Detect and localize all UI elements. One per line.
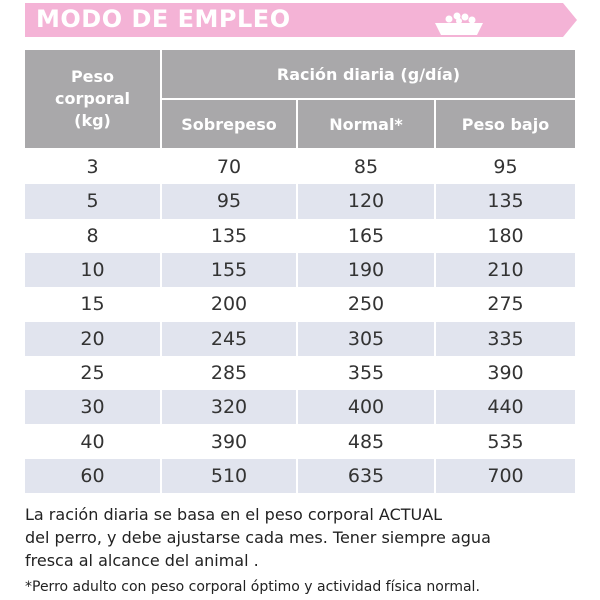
table-cell: 320 (162, 390, 298, 425)
row-bg (25, 424, 575, 459)
table-cell: 20 (25, 321, 162, 356)
ration-table: Peso corporal (kg) Ración diaria (g/día) Sob… (25, 50, 575, 493)
row-bg (25, 458, 575, 493)
table-cell: 135 (487, 190, 524, 213)
table-cell: 200 (162, 287, 298, 322)
table-cell: 15 (25, 287, 162, 322)
row-bg (25, 252, 575, 288)
table-cell: 155 (162, 252, 298, 288)
row-bg (25, 321, 575, 356)
table-cell: 440 (487, 396, 524, 419)
table-cell: 510 (162, 458, 298, 493)
table-cell: 285 (162, 355, 298, 391)
title-banner (25, 3, 577, 37)
weight-header-line: Peso (70, 67, 115, 86)
row-bg (25, 287, 575, 322)
table-cell: 135 (162, 218, 298, 253)
table-cell: 25 (25, 355, 162, 391)
weight-header-line: corporal (55, 89, 130, 108)
table-cell: 40 (25, 424, 162, 459)
notes: La ración diaria se basa en el peso corp… (25, 503, 491, 572)
row-bg (25, 184, 575, 219)
row-bg (25, 390, 575, 425)
table-cell: 165 (298, 218, 436, 253)
table-cell: 305 (298, 321, 436, 356)
note-line: fresca al alcance del animal . (25, 551, 259, 570)
weight-header: Peso corporal (kg) (25, 50, 160, 148)
table-cell: 210 (487, 259, 524, 282)
ration-header: Ración diaria (g/día) (162, 50, 575, 98)
table-cell: 8 (25, 218, 162, 253)
table-cell: 355 (298, 355, 436, 391)
table-cell: 10 (25, 252, 162, 288)
table-cell: 190 (298, 252, 436, 288)
table-cell: 245 (162, 321, 298, 356)
table-cell: 535 (487, 430, 524, 453)
row-bg (25, 355, 575, 391)
table-cell: 120 (298, 184, 436, 219)
table-cell: 485 (298, 424, 436, 459)
table-cell: 275 (487, 293, 524, 316)
table-cell: 700 (487, 464, 524, 487)
table-cell: 5 (25, 184, 162, 219)
table-cell: 390 (487, 361, 524, 384)
note-line: La ración diaria se basa en el peso corp… (25, 505, 443, 524)
weight-header-line: (kg) (74, 111, 111, 130)
table-cell: 250 (298, 287, 436, 322)
row-bg (25, 218, 575, 253)
column-header: Sobrepeso (162, 100, 296, 148)
footnote: *Perro adulto con peso corporal óptimo y… (25, 579, 480, 595)
table-cell: 400 (298, 390, 436, 425)
table-cell: 180 (487, 224, 524, 247)
table-cell: 85 (298, 150, 436, 185)
table-cell: 635 (298, 458, 436, 493)
table-cell: 95 (493, 156, 518, 179)
table-cell: 335 (487, 327, 524, 350)
table-cell: 30 (25, 390, 162, 425)
note-line: del perro, y debe ajustarse cada mes. Te… (25, 528, 491, 547)
row-bg (25, 150, 575, 185)
table-cell: 390 (162, 424, 298, 459)
table-cell: 70 (162, 150, 298, 185)
table-cell: 60 (25, 458, 162, 493)
column-header: Peso bajo (436, 100, 575, 148)
table-cell: 95 (162, 184, 298, 219)
title: MODO DE EMPLEO (36, 5, 291, 33)
table-cell: 3 (25, 150, 162, 185)
column-header: Normal* (298, 100, 434, 148)
